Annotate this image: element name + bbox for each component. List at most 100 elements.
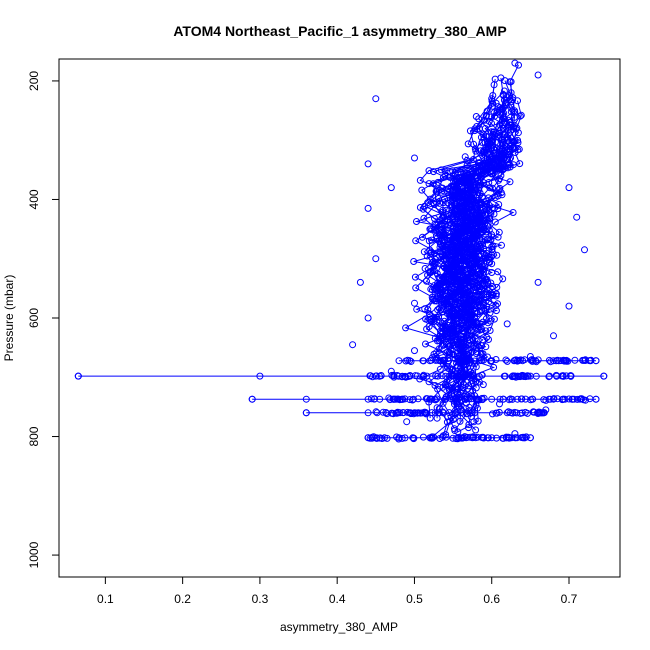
data-point bbox=[450, 232, 458, 240]
data-point bbox=[464, 140, 472, 148]
data-point bbox=[490, 210, 498, 218]
data-point bbox=[472, 426, 480, 434]
data-point bbox=[502, 356, 510, 364]
data-point bbox=[438, 330, 446, 338]
data-point bbox=[492, 409, 500, 417]
data-point bbox=[474, 325, 482, 333]
data-point bbox=[505, 396, 513, 404]
chart-title: ATOM4 Northeast_Pacific_1 asymmetry_380_… bbox=[173, 23, 506, 39]
data-point bbox=[466, 409, 474, 417]
data-point bbox=[466, 297, 474, 305]
data-point bbox=[372, 255, 380, 263]
data-point bbox=[466, 323, 474, 331]
data-point bbox=[489, 410, 496, 418]
data-point bbox=[492, 307, 500, 315]
data-point bbox=[491, 112, 499, 120]
data-point bbox=[446, 290, 454, 297]
data-point bbox=[515, 61, 522, 69]
data-point bbox=[373, 409, 381, 417]
data-point bbox=[495, 408, 503, 416]
data-point bbox=[507, 108, 515, 116]
data-point bbox=[443, 280, 451, 288]
data-point bbox=[474, 224, 482, 232]
data-point bbox=[567, 372, 574, 380]
data-point bbox=[486, 254, 493, 262]
data-point bbox=[447, 182, 455, 190]
data-point bbox=[426, 225, 434, 233]
data-point bbox=[546, 372, 553, 380]
data-point bbox=[426, 310, 433, 318]
data-point bbox=[451, 220, 459, 228]
y-tick-label: 200 bbox=[27, 71, 41, 91]
data-point bbox=[474, 243, 482, 251]
data-point bbox=[449, 434, 457, 442]
data-point bbox=[463, 161, 471, 169]
data-point bbox=[377, 372, 385, 380]
data-point bbox=[493, 132, 501, 140]
data-point bbox=[412, 284, 420, 292]
data-point bbox=[458, 372, 466, 380]
data-point bbox=[550, 332, 557, 340]
x-tick-label: 0.5 bbox=[406, 592, 423, 606]
data-point bbox=[399, 409, 407, 417]
data-point bbox=[393, 372, 401, 379]
data-point bbox=[435, 313, 443, 321]
data-point bbox=[482, 315, 490, 323]
data-point bbox=[431, 409, 439, 417]
data-point bbox=[477, 350, 485, 357]
data-point bbox=[462, 358, 470, 366]
data-point bbox=[487, 236, 495, 244]
y-axis: 200 400 600 800 1000 bbox=[27, 71, 60, 568]
data-point bbox=[565, 302, 573, 310]
data-point bbox=[372, 95, 380, 103]
data-point bbox=[469, 156, 477, 163]
data-point bbox=[484, 279, 492, 287]
data-point bbox=[439, 173, 447, 181]
data-point bbox=[570, 395, 578, 403]
data-point bbox=[421, 305, 429, 313]
data-point bbox=[416, 176, 424, 184]
data-point bbox=[449, 172, 457, 180]
data-point bbox=[427, 269, 435, 276]
data-point bbox=[376, 395, 384, 403]
data-point bbox=[432, 187, 440, 195]
data-point bbox=[466, 327, 474, 335]
data-point bbox=[404, 356, 412, 364]
data-point bbox=[509, 161, 517, 169]
data-point bbox=[441, 340, 448, 348]
data-point bbox=[436, 199, 444, 207]
data-point bbox=[550, 357, 557, 365]
data-point bbox=[472, 147, 480, 155]
data-point bbox=[398, 434, 406, 442]
data-point bbox=[488, 170, 496, 178]
data-point bbox=[452, 306, 460, 314]
data-point bbox=[458, 289, 466, 297]
x-tick-label: 0.7 bbox=[561, 592, 578, 606]
data-point bbox=[426, 195, 434, 203]
data-point bbox=[403, 418, 411, 426]
data-point bbox=[372, 372, 380, 380]
data-point bbox=[532, 357, 540, 365]
data-point bbox=[435, 274, 443, 281]
data-point bbox=[364, 160, 372, 168]
data-point bbox=[431, 334, 439, 342]
data-point bbox=[430, 260, 438, 268]
data-point bbox=[550, 395, 558, 403]
data-point bbox=[425, 323, 433, 330]
data-point bbox=[437, 288, 445, 296]
data-point bbox=[482, 275, 490, 283]
data-point bbox=[506, 121, 514, 129]
data-point bbox=[446, 350, 453, 358]
data-point bbox=[450, 372, 458, 380]
data-point bbox=[489, 291, 497, 299]
data-point bbox=[364, 409, 372, 417]
data-point bbox=[302, 395, 310, 403]
data-point bbox=[571, 356, 579, 364]
data-point bbox=[452, 253, 460, 261]
data-point bbox=[364, 434, 372, 442]
data-point bbox=[484, 142, 492, 150]
data-point bbox=[441, 172, 449, 180]
data-point bbox=[455, 381, 463, 388]
data-point bbox=[484, 163, 492, 171]
